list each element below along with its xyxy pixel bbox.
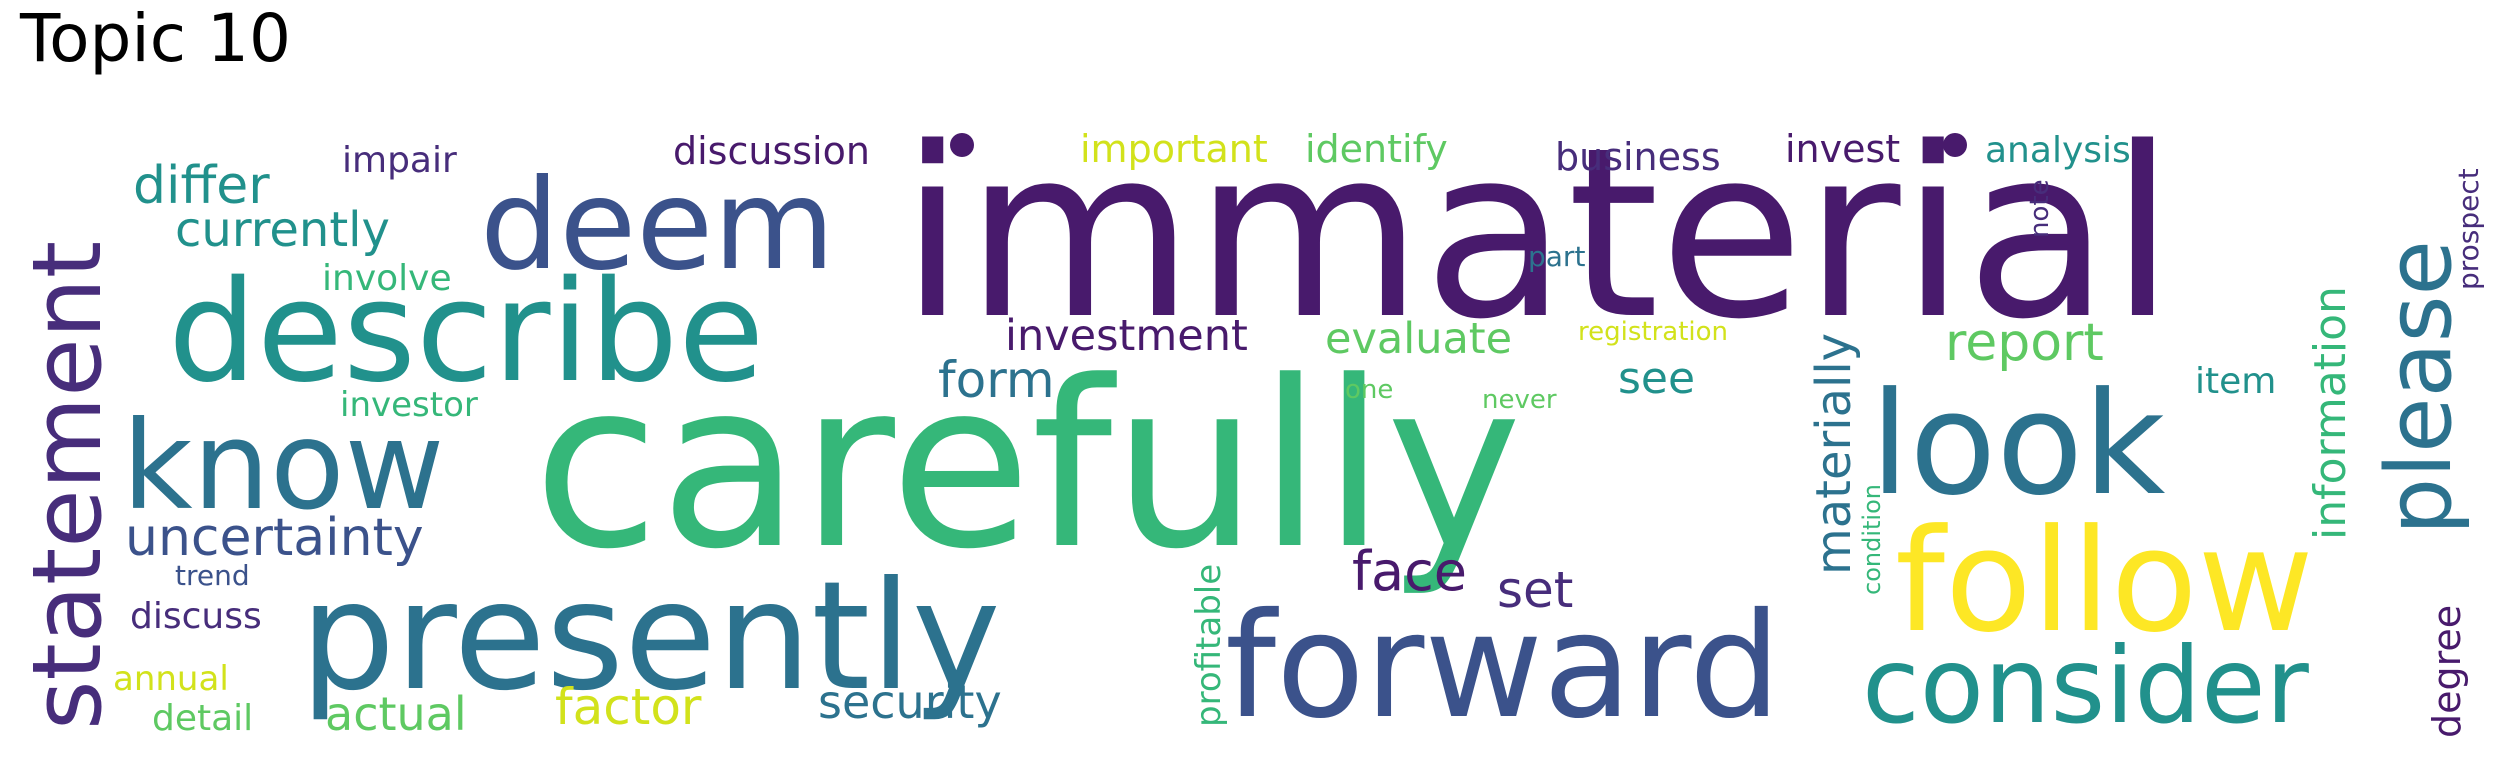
word-look: look (1870, 362, 2165, 527)
word-investment: investment (1005, 311, 1248, 361)
word-discussion: discussion (673, 129, 870, 173)
word-trend: trend (175, 559, 250, 592)
word-information: information (2305, 286, 2356, 540)
word-registration: registration (1578, 317, 1728, 347)
word-factor: factor (555, 678, 702, 736)
word-actual: actual (325, 687, 467, 741)
page-title: Topic 10 (20, 0, 291, 77)
word-evaluate: evaluate (1325, 314, 1512, 364)
word-business: business (1555, 135, 1721, 179)
word-involve: involve (322, 258, 452, 299)
word-materially: materially (1806, 333, 1862, 575)
word-uncertainty: uncertainty (125, 508, 424, 568)
word-one: one (1345, 375, 1393, 405)
word-set: set (1497, 561, 1573, 619)
word-please: please (2367, 240, 2472, 535)
word-report: report (1945, 313, 2104, 373)
word-never: never (1482, 385, 1557, 415)
word-annual: annual (113, 659, 229, 699)
word-differ: differ (133, 156, 270, 216)
word-know: know (122, 395, 444, 537)
word-follow: follow (1895, 499, 2314, 664)
word-consider: consider (1862, 625, 2310, 747)
word-form: form (938, 351, 1055, 409)
word-face: face (1352, 540, 1467, 603)
word-invest: invest (1785, 127, 1900, 171)
word-prospect: prospect (2452, 168, 2485, 290)
word-currently: currently (175, 202, 390, 258)
word-note: note (2025, 179, 2055, 238)
word-investor: investor (340, 385, 478, 425)
word-item: item (2195, 361, 2276, 402)
word-condition: condition (1858, 484, 1886, 595)
word-important: important (1080, 127, 1268, 171)
word-degree: degree (2425, 605, 2469, 738)
word-presently: presently (300, 550, 1001, 724)
word-forward: forward (1225, 582, 1781, 751)
word-part: part (1528, 240, 1585, 273)
word-immaterial: immaterial (900, 98, 2175, 371)
word-analysis: analysis (1985, 130, 2131, 171)
word-identify: identify (1305, 127, 1448, 171)
word-describe: describe (168, 251, 764, 414)
word-deem: deem (480, 153, 835, 298)
decorative-dot (950, 133, 974, 157)
word-carefully: carefully (533, 333, 1522, 600)
word-discuss: discuss (130, 596, 262, 637)
word-statement: statement (13, 241, 123, 730)
word-profitable: profitable (1189, 564, 1229, 727)
word-security: security (818, 675, 1002, 729)
word-see: see (1618, 353, 1695, 404)
decorative-dot (1943, 133, 1967, 157)
word-detail: detail (152, 698, 253, 739)
word-impair: impair (342, 140, 457, 181)
